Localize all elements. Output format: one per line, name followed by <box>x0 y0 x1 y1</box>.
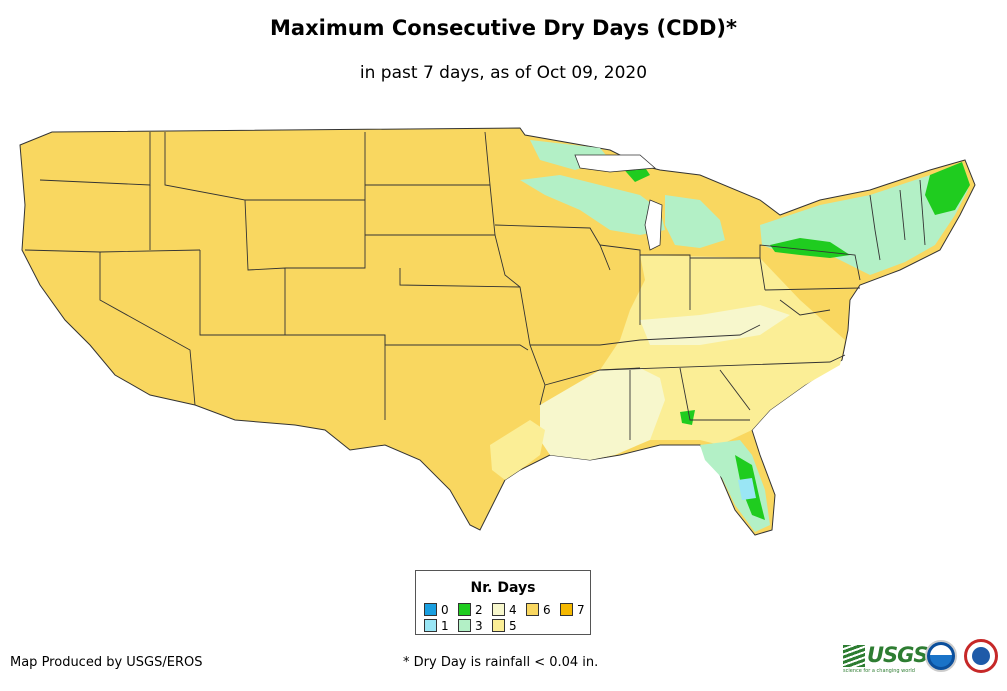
zone-2-panhandle <box>680 410 695 425</box>
usgs-logo: USGS science for a changing world <box>843 641 929 674</box>
usgs-wave-icon <box>843 645 865 667</box>
legend-item-2: 2 <box>458 603 483 616</box>
legend-item-5: 5 <box>492 619 517 632</box>
map-credit: Map Produced by USGS/EROS <box>10 655 203 670</box>
map-title: Maximum Consecutive Dry Days (CDD)* <box>270 16 737 40</box>
zone-3-michigan <box>665 195 725 248</box>
legend-item-3: 3 <box>458 619 483 632</box>
us-dry-days-map <box>19 127 976 536</box>
dry-day-footnote: * Dry Day is rainfall < 0.04 in. <box>403 655 599 670</box>
noaa-logo <box>925 640 957 672</box>
nws-logo <box>964 639 998 673</box>
legend-title: Nr. Days <box>470 580 536 596</box>
zone-2-maine <box>925 162 970 215</box>
legend-item-0: 0 <box>424 603 449 616</box>
lake-michigan <box>644 199 663 251</box>
zone-4-ky <box>640 305 790 345</box>
map-legend: Nr. Days 0 1 2 3 4 5 6 7 <box>415 570 591 635</box>
legend-item-6: 6 <box>526 603 551 616</box>
legend-item-7: 7 <box>560 603 585 616</box>
zone-4-gulf <box>540 368 665 460</box>
zone-1-florida <box>738 478 756 500</box>
state-boundaries <box>24 131 926 440</box>
lake-superior <box>574 154 656 173</box>
zone-5-texas-coast <box>490 420 545 480</box>
legend-item-1: 1 <box>424 619 449 632</box>
zone-3-great-lakes <box>520 175 665 235</box>
zone-2-ny <box>770 238 850 258</box>
legend-item-4: 4 <box>492 603 517 616</box>
map-subtitle: in past 7 days, as of Oct 09, 2020 <box>359 63 648 83</box>
usgs-tagline: science for a changing world <box>843 668 915 674</box>
usgs-logo-text: USGS <box>867 643 929 667</box>
